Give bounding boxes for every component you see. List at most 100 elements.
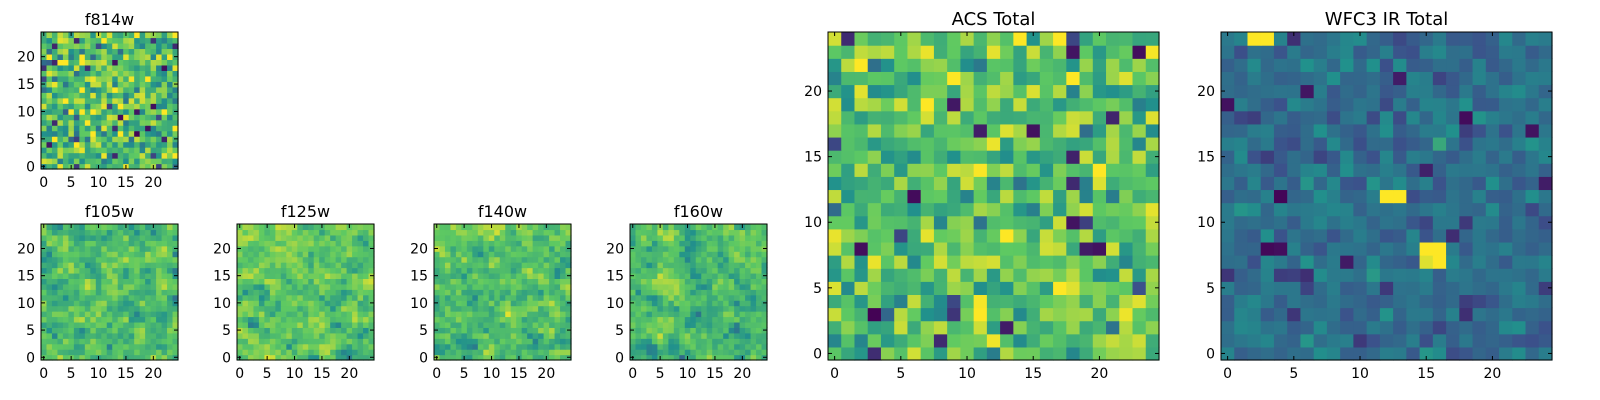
heatmap-cell <box>247 311 255 318</box>
heatmap-cell <box>690 272 697 279</box>
heatmap-cell <box>1079 281 1094 295</box>
heatmap-cell <box>1406 215 1421 230</box>
heatmap-cell <box>717 245 724 252</box>
heatmap-cell <box>46 92 53 99</box>
heatmap-cell <box>690 229 697 236</box>
heatmap-cell <box>1273 333 1288 348</box>
heatmap-cell <box>920 241 935 256</box>
heatmap-cell <box>1000 294 1014 309</box>
heatmap-cell <box>499 343 506 350</box>
heatmap-cell <box>739 251 746 258</box>
heatmap-cell <box>1499 202 1513 217</box>
heatmap-cell <box>745 283 752 290</box>
heatmap-cell <box>745 321 752 328</box>
heatmap-cell <box>123 240 130 247</box>
heatmap-cell <box>1119 255 1134 269</box>
heatmap-cell <box>1079 228 1094 243</box>
heatmap-cell <box>1366 294 1381 309</box>
heatmap-cell <box>1313 97 1328 112</box>
heatmap-cell <box>1446 333 1460 348</box>
heatmap-cell <box>297 349 304 356</box>
heatmap-cell <box>57 338 64 345</box>
heatmap-cell <box>538 316 545 323</box>
heatmap-cell <box>172 92 179 99</box>
heatmap-cell <box>1512 228 1527 243</box>
heatmap-cell <box>1485 123 1500 138</box>
heatmap-cell <box>172 70 179 77</box>
heatmap-cell <box>90 103 97 110</box>
heatmap-cell <box>1379 163 1394 177</box>
heatmap-cell <box>1326 189 1341 204</box>
heatmap-cell <box>854 45 869 59</box>
heatmap-cell <box>1039 97 1054 112</box>
heatmap-cell <box>973 281 988 295</box>
heatmap-cell <box>1499 136 1513 151</box>
heatmap-cell <box>41 229 48 236</box>
heatmap-cell <box>156 48 163 55</box>
heatmap-cell <box>79 283 86 290</box>
heatmap-cell <box>363 262 370 269</box>
heatmap-cell <box>1432 45 1447 59</box>
heatmap-cell <box>280 283 287 290</box>
heatmap-cell <box>920 320 935 335</box>
heatmap-cell <box>134 37 141 44</box>
heatmap-cell <box>1260 71 1275 86</box>
heatmap-cell <box>73 229 80 236</box>
heatmap-cell <box>90 234 97 241</box>
heatmap-cell <box>867 202 882 217</box>
heatmap-cell <box>745 251 752 258</box>
heatmap-cell <box>1379 32 1394 46</box>
heatmap-cell <box>84 130 91 137</box>
heatmap-cell <box>543 267 550 274</box>
heatmap-cell <box>297 245 304 252</box>
heatmap-cell <box>554 224 561 231</box>
heatmap-cell <box>756 240 763 247</box>
heatmap-cell <box>139 163 146 170</box>
heatmap-cell <box>161 163 168 170</box>
heatmap-cell <box>368 316 375 323</box>
heatmap-cell <box>1132 32 1147 46</box>
heatmap-cell <box>701 289 708 296</box>
heatmap-cell <box>57 158 64 165</box>
heatmap-cell <box>646 349 653 356</box>
heatmap-cell <box>1273 45 1288 59</box>
heatmap-cell <box>247 229 255 236</box>
heatmap-cell <box>657 332 664 339</box>
heatmap-cell <box>986 163 1001 177</box>
heatmap-cell <box>712 332 719 339</box>
heatmap-cell <box>286 267 293 274</box>
heatmap-cell <box>242 278 249 285</box>
heatmap-cell <box>150 316 157 323</box>
heatmap-cell <box>145 141 152 148</box>
heatmap-cell <box>79 97 86 104</box>
heatmap-cell <box>461 300 468 307</box>
panel-title: f105w <box>85 202 134 221</box>
heatmap-cell <box>1485 71 1500 86</box>
heatmap-cell <box>1079 202 1094 217</box>
heatmap-cell <box>84 311 91 318</box>
heatmap-cell <box>1079 320 1094 335</box>
heatmap-cell <box>745 224 752 231</box>
heatmap-cell <box>1459 241 1474 256</box>
heatmap-cell <box>346 272 353 279</box>
heatmap-cell <box>450 338 457 345</box>
heatmap-cell <box>172 125 179 132</box>
heatmap-cell <box>907 176 922 191</box>
heatmap-cell <box>363 245 370 252</box>
heatmap-cell <box>662 234 669 241</box>
heatmap-cell <box>106 81 113 88</box>
heatmap-cell <box>106 272 113 279</box>
heatmap-cell <box>368 332 375 339</box>
heatmap-cell <box>145 272 152 279</box>
heatmap-cell <box>717 234 724 241</box>
heatmap-cell <box>450 289 457 296</box>
heatmap-cell <box>275 240 282 247</box>
heatmap-cell <box>1026 189 1041 204</box>
heatmap-cell <box>324 267 331 274</box>
heatmap-cell <box>701 229 708 236</box>
heatmap-cell <box>1273 123 1288 138</box>
heatmap-cell <box>527 294 534 301</box>
heatmap-cell <box>134 278 141 285</box>
heatmap-cell <box>828 215 842 230</box>
heatmap-cell <box>668 234 675 241</box>
